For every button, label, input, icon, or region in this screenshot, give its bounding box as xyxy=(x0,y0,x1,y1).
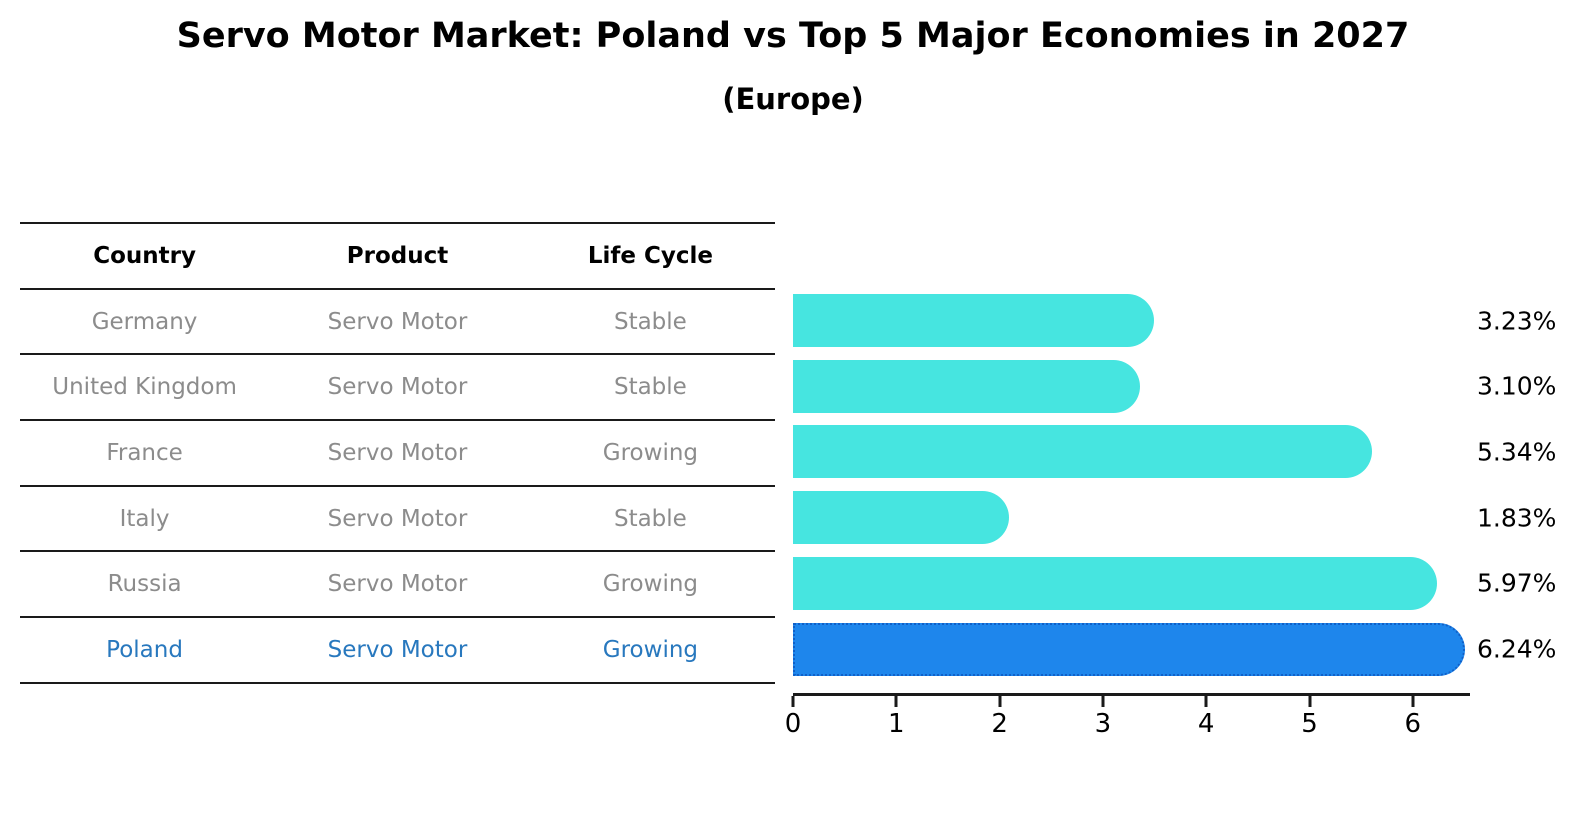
value-label: 5.34% xyxy=(1477,437,1557,467)
table-cell-product: Servo Motor xyxy=(327,571,468,598)
x-tick-label: 0 xyxy=(784,709,802,739)
x-tick-label: 2 xyxy=(991,709,1008,739)
x-tick-mark xyxy=(1204,696,1208,707)
table-cell-product: Servo Motor xyxy=(327,505,468,532)
table-cell-product: Servo Motor xyxy=(327,374,468,401)
bar-germany xyxy=(793,294,1154,348)
chart-title: Servo Motor Market: Poland vs Top 5 Majo… xyxy=(176,16,1410,56)
table-row: United Kingdom Servo Motor Stable xyxy=(20,353,775,419)
table-row: Germany Servo Motor Stable xyxy=(20,287,775,354)
table-cell-product: Servo Motor xyxy=(327,439,468,466)
x-tick-mark xyxy=(1101,696,1105,707)
country-table: Country Product Life Cycle Germany Servo… xyxy=(20,222,775,684)
table-cell-country: Germany xyxy=(91,308,198,335)
value-label: 6.24% xyxy=(1477,634,1557,664)
x-tick-mark xyxy=(1308,696,1311,707)
column-header-life-cycle: Life Cycle xyxy=(587,242,713,269)
bar-russia xyxy=(793,556,1437,610)
x-tick-mark xyxy=(791,696,795,707)
table-row: Russia Servo Motor Growing xyxy=(20,550,775,616)
table-cell-country: Poland xyxy=(106,636,183,663)
table-cell-life-cycle: Stable xyxy=(613,374,687,401)
table-cell-life-cycle: Stable xyxy=(613,505,687,532)
table-cell-country: Italy xyxy=(119,505,170,532)
table-row: France Servo Motor Growing xyxy=(20,419,775,485)
bar-france xyxy=(793,425,1372,479)
x-tick-mark xyxy=(1411,696,1415,707)
bar-italy xyxy=(793,491,1010,545)
table-cell-life-cycle: Stable xyxy=(613,308,687,335)
value-label: 3.10% xyxy=(1477,371,1557,401)
x-tick-mark xyxy=(894,696,898,707)
x-tick-label: 6 xyxy=(1404,709,1422,739)
x-tick-label: 4 xyxy=(1197,709,1215,739)
table-cell-country: United Kingdom xyxy=(52,374,237,401)
value-label: 1.83% xyxy=(1477,503,1557,533)
table-cell-country: France xyxy=(106,439,183,466)
x-tick-label: 5 xyxy=(1301,709,1318,739)
x-axis-line xyxy=(793,693,1470,696)
value-label: 5.97% xyxy=(1477,568,1557,598)
bar-poland xyxy=(793,622,1465,676)
value-label: 3.23% xyxy=(1477,306,1557,336)
column-header-product: Product xyxy=(346,242,449,269)
table-cell-life-cycle: Growing xyxy=(602,439,699,466)
table-cell-country: Russia xyxy=(107,571,182,598)
table-cell-product: Servo Motor xyxy=(327,636,468,663)
x-tick-mark xyxy=(998,696,1002,707)
x-tick-label: 3 xyxy=(1094,709,1112,739)
chart-subtitle: (Europe) xyxy=(722,82,864,116)
x-tick-label: 1 xyxy=(888,709,905,739)
table-header-row: Country Product Life Cycle xyxy=(20,222,775,288)
table-cell-product: Servo Motor xyxy=(327,308,468,335)
column-header-country: Country xyxy=(93,242,196,269)
table-row: Italy Servo Motor Stable xyxy=(20,484,775,551)
table-row: Poland Servo Motor Growing xyxy=(20,616,775,682)
table-cell-life-cycle: Growing xyxy=(602,571,699,598)
table-cell-life-cycle: Growing xyxy=(602,636,699,663)
bar-united-kingdom xyxy=(793,359,1141,413)
